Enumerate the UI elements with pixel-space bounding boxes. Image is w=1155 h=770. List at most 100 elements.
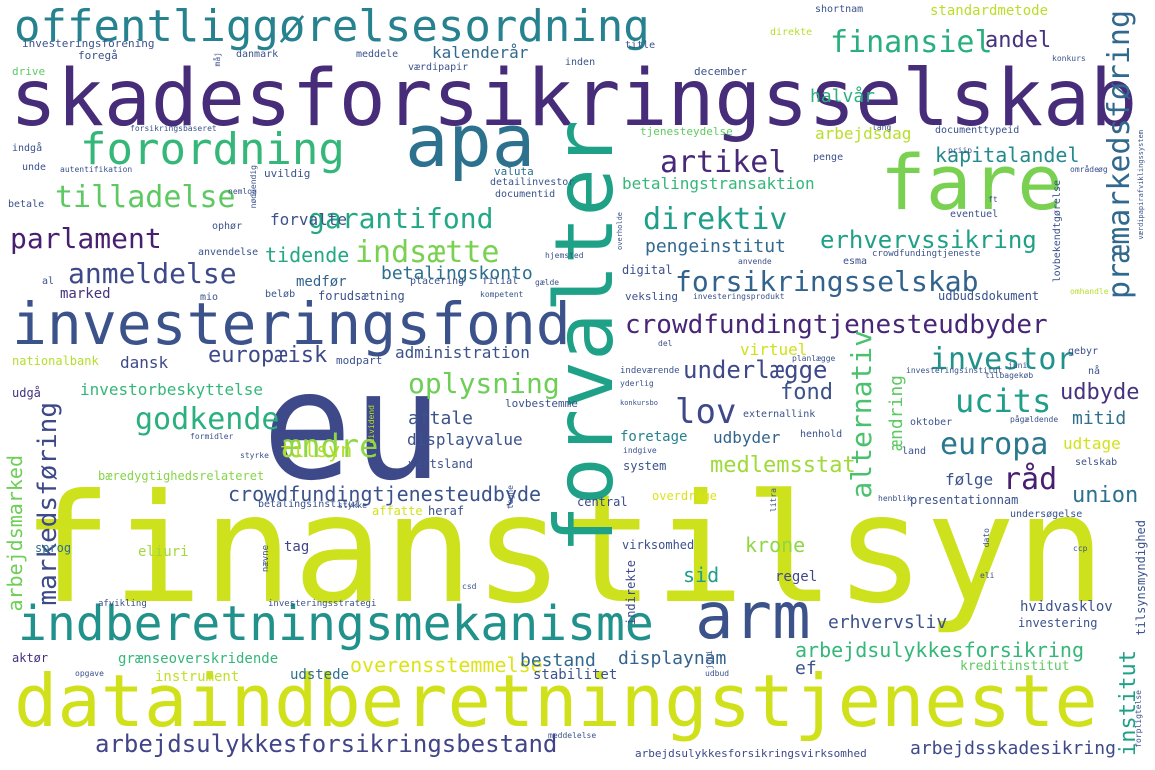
word-erhvervssikring: erhvervssikring (820, 226, 1037, 254)
word-unde: unde (22, 162, 47, 173)
word-ef: ef (795, 658, 817, 679)
word-selskab: selskab (1075, 457, 1118, 468)
word-naevne: nævne (261, 545, 271, 573)
word-aendre: ændre (282, 427, 379, 465)
word-displayvalue: displayvalue (407, 430, 523, 449)
word-godkende: godkende (135, 402, 280, 437)
word-juli: juli (705, 650, 714, 670)
word-arbejdsulykkesforsikringsvirksomhed: arbejdsulykkesforsikringsvirksomhed (635, 747, 867, 760)
word-eliuri: eliuri (138, 544, 189, 560)
word-arbejdsskadesikring: arbejdsskadesikring (910, 738, 1116, 759)
word-overensstemmelse: overensstemmelse (350, 653, 543, 677)
word-oktober: oktober (910, 417, 953, 428)
word-konkurs: konkurs (1052, 54, 1086, 63)
word-finansiel: finansiel (830, 25, 993, 60)
word-paagaeldende: pågældende (1010, 415, 1059, 424)
word-undersoegelse: undersøgelse (1010, 509, 1083, 520)
word-oplysning: oplysning (408, 367, 560, 400)
word-andel: andel (985, 28, 1052, 53)
word-displaynam: displaynam (618, 648, 727, 669)
word-planlaegge: planlægge (792, 354, 836, 363)
word-standardmetode: standardmetode (930, 3, 1049, 19)
word-forordning: forordning (80, 124, 345, 175)
word-overholde: overholde (616, 212, 624, 250)
word-kompetent: kompetent (480, 290, 524, 299)
word-omhandle: omhandle (1070, 287, 1109, 296)
word-investeringsinstitut: investeringsinstitut (906, 366, 1003, 375)
word-documentid: documentid (495, 189, 556, 200)
word-udbud: udbud (705, 669, 730, 678)
word-garantifond: garantifond (308, 202, 494, 235)
word-konkursbo: konkursbo (620, 399, 658, 407)
word-system: system (623, 459, 667, 473)
word-ucits: ucits (955, 382, 1052, 420)
word-tilsyn: tilsyn (280, 438, 353, 462)
word-udbyde: udbyde (1060, 380, 1140, 405)
word-tidende: tidende (265, 243, 350, 267)
word-forpligtelse: forpligtelse (1134, 690, 1143, 748)
word-direktiv: direktiv (643, 202, 788, 237)
word-investor: investor (930, 342, 1075, 377)
word-afvikling: afvikling (98, 599, 147, 609)
word-danmark: danmark (236, 49, 279, 60)
word-al: al (42, 276, 55, 287)
word-filial: filial (482, 276, 519, 287)
word-oeg: øg (1098, 165, 1108, 174)
word-central: central (577, 495, 628, 509)
word-europaeisk: europæisk (208, 343, 328, 368)
word-tilbagekoeb: tilbagekøb (985, 371, 1034, 380)
word-crowdfundingtjenesteudbyde: crowdfundingtjenesteudbyde (228, 482, 542, 506)
word-regel: regel (775, 569, 818, 585)
word-vaerdipapirafviklingssystem: værdipapirafviklingssystem (1137, 130, 1145, 240)
word-yderlig: yderlig (620, 379, 654, 388)
word-betale: betale (8, 199, 45, 210)
word-foelge: følge (945, 470, 994, 489)
word-tegne: tegne (506, 485, 515, 510)
word-dansk: dansk (120, 353, 169, 372)
word-lang: lang (872, 123, 892, 132)
word-skadesforsikringsselskab: skadesforsikringsselskab (10, 54, 1138, 144)
word-forvalte: forvalte (270, 210, 348, 229)
word-henhold: henhold (800, 429, 843, 440)
word-aktoer: aktør (12, 651, 49, 665)
word-heraf: heraf (428, 504, 465, 518)
word-anvendelse: anvendelse (198, 247, 259, 258)
word-indevaerende: indeværende (620, 366, 680, 376)
word-finanstilsyn: finanstilsyn (22, 463, 1106, 637)
word-digital: digital (622, 263, 673, 277)
word-udstede: udstede (290, 667, 350, 683)
word-pengeinstitut: pengeinstitut (645, 236, 786, 257)
word-externallink: externallink (743, 409, 816, 420)
word-fare: fare (880, 138, 1064, 227)
word-underlaegge: underlægge (683, 356, 828, 384)
word-vaertsland: værtsland (408, 457, 474, 471)
word-forudsaetning: forudsætning (318, 289, 405, 303)
word-anmeldelse: anmeldelse (68, 257, 237, 290)
word-priip: priip (948, 146, 973, 155)
word-arbejdsmarked: arbejdsmarked (3, 455, 27, 612)
word-eventuel: eventuel (950, 209, 999, 220)
word-noedvendig: nødvendig (249, 165, 258, 209)
word-eli: eli (980, 571, 995, 580)
word-del: del (658, 339, 673, 348)
word-indberetningsmekanisme: indberetningsmekanisme (18, 596, 654, 652)
word-eu: eu (262, 340, 443, 514)
word-penge: penge (813, 152, 844, 163)
word-investeringsstrategi: investeringsstrategi (268, 599, 377, 609)
word-halvaar: halvår (810, 86, 876, 107)
word-csd: csd (462, 582, 477, 591)
word-arbejdsdag: arbejdsdag (815, 124, 912, 143)
word-presentationnam: presentationnam (910, 493, 1019, 507)
word-tilladelse: tilladelse (55, 180, 236, 215)
word-stabilitet: stabilitet (533, 667, 618, 683)
word-marked: marked (60, 286, 111, 302)
word-krone: krone (745, 533, 806, 557)
word-drive: drive (12, 65, 46, 78)
word-tilsynsmyndighed: tilsynsmyndighed (1134, 520, 1148, 636)
word-crowdfundingtjenesteudbyder: crowdfundingtjenesteudbyder (625, 310, 1048, 340)
word-nemlog: nemlog (228, 187, 257, 196)
word-investorbeskyttelse: investorbeskyttelse (80, 380, 264, 399)
word-hvidvasklov: hvidvasklov (1020, 599, 1113, 615)
word-crowdfundingtjeneste: crowdfundingtjeneste (872, 249, 981, 259)
